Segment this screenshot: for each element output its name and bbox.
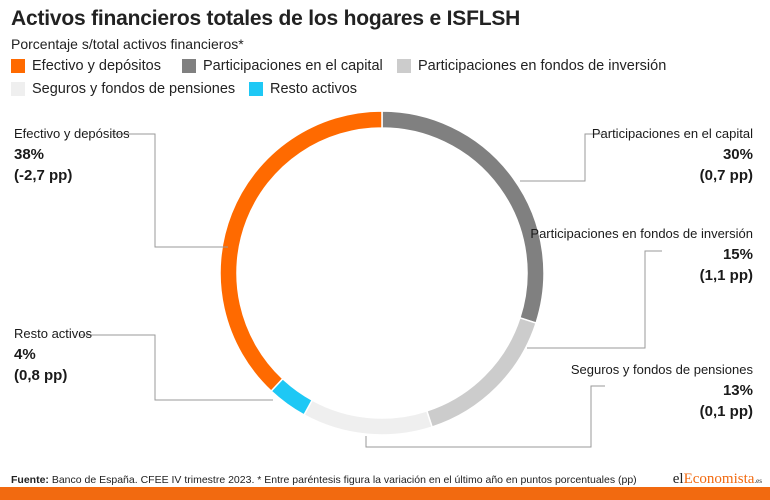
leader-line-fondos xyxy=(527,250,662,349)
leader-line-efectivo xyxy=(112,133,228,248)
donut-slices xyxy=(219,110,545,436)
label-change: (0,8 pp) xyxy=(14,367,68,384)
legend-item-seguros: Seguros y fondos de pensiones xyxy=(11,81,235,97)
label-efectivo: Efectivo y depósitos 38% (-2,7 pp) xyxy=(14,124,130,186)
donut-slice xyxy=(219,110,383,393)
label-resto: Resto activos 4% (0,8 pp) xyxy=(14,324,92,386)
leader-line-capital xyxy=(520,133,603,182)
brand-logo: elEconomista.es xyxy=(673,471,762,488)
label-name: Participaciones en fondos de inversión xyxy=(530,226,753,241)
label-change: (0,1 pp) xyxy=(699,403,753,420)
label-name: Participaciones en el capital xyxy=(591,126,753,141)
legend-swatch xyxy=(11,82,25,96)
chart-subtitle: Porcentaje s/total activos financieros* xyxy=(11,36,244,52)
legend-item-resto: Resto activos xyxy=(249,81,357,97)
legend-item-fondos: Participaciones en fondos de inversión xyxy=(397,58,666,74)
label-capital: Participaciones en el capital 30% (0,7 p… xyxy=(592,124,753,186)
legend-swatch xyxy=(182,59,196,73)
label-change: (-2,7 pp) xyxy=(14,167,73,184)
footer-source: Fuente: Banco de España. CFEE IV trimest… xyxy=(11,474,637,486)
logo-part1: el xyxy=(672,471,684,487)
chart-title: Activos financieros totales de los hogar… xyxy=(11,7,521,30)
legend-swatch xyxy=(249,82,263,96)
legend-item-capital: Participaciones en el capital xyxy=(182,58,383,74)
label-seguros: Seguros y fondos de pensiones 13% (0,1 p… xyxy=(571,360,753,422)
label-fondos: Participaciones en fondos de inversión 1… xyxy=(530,224,753,286)
label-name: Efectivo y depósitos xyxy=(14,126,130,141)
label-percent: 4% xyxy=(14,346,36,363)
label-name: Resto activos xyxy=(14,326,93,341)
legend-swatch xyxy=(11,59,25,73)
logo-suffix: .es xyxy=(754,477,762,485)
donut-slice xyxy=(425,316,538,429)
leader-line-seguros xyxy=(365,385,605,448)
logo-part2: Economista xyxy=(683,471,755,487)
label-percent: 13% xyxy=(722,382,753,399)
legend-label: Resto activos xyxy=(270,81,358,97)
leader-line-resto xyxy=(80,334,273,401)
label-percent: 30% xyxy=(722,146,753,163)
legend-label: Seguros y fondos de pensiones xyxy=(32,81,236,97)
label-percent: 38% xyxy=(14,146,45,163)
legend-label: Participaciones en fondos de inversión xyxy=(418,58,667,74)
legend-swatch xyxy=(397,59,411,73)
source-text: Banco de España. CFEE IV trimestre 2023.… xyxy=(48,474,637,486)
footer-bar xyxy=(0,487,770,500)
donut-slice xyxy=(302,399,434,436)
donut-slice xyxy=(381,110,545,325)
label-name: Seguros y fondos de pensiones xyxy=(570,362,753,377)
label-percent: 15% xyxy=(722,246,753,263)
label-change: (0,7 pp) xyxy=(699,167,753,184)
legend-label: Participaciones en el capital xyxy=(203,58,383,74)
label-change: (1,1 pp) xyxy=(699,267,753,284)
leader-lines xyxy=(80,133,662,448)
legend-label: Efectivo y depósitos xyxy=(32,58,161,74)
legend-item-efectivo: Efectivo y depósitos xyxy=(11,58,161,74)
source-label: Fuente: xyxy=(11,474,49,486)
